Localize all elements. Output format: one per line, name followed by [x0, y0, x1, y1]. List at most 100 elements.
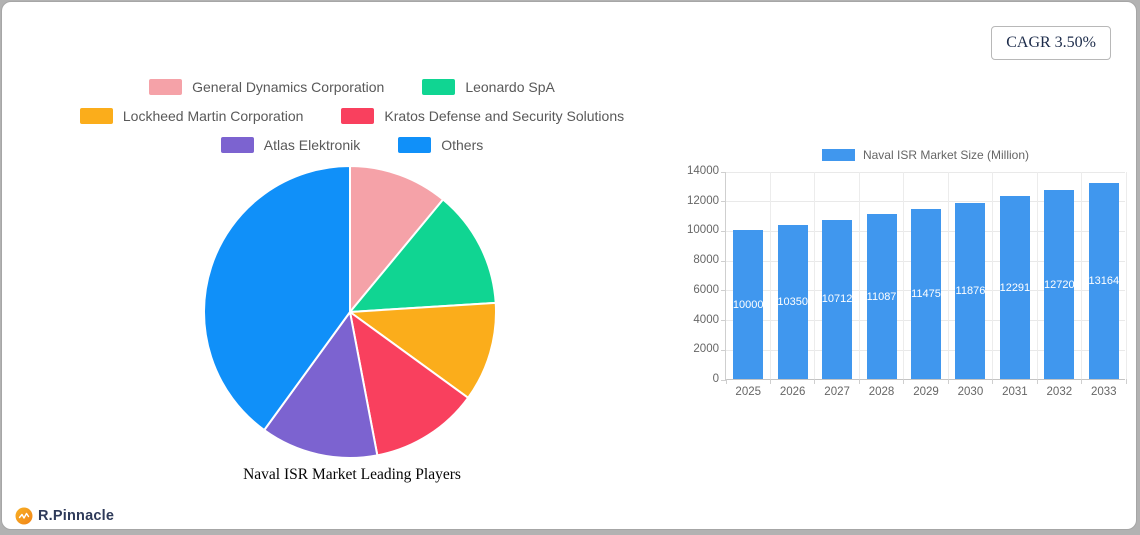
bar-value-label: 11876	[955, 284, 986, 297]
legend-swatch	[398, 136, 432, 153]
y-tick	[721, 349, 726, 351]
x-tick	[903, 379, 905, 384]
bar	[733, 230, 764, 379]
gridline	[858, 172, 860, 379]
x-axis-label: 2030	[957, 386, 984, 398]
cagr-badge: CAGR 3.50%	[991, 26, 1111, 60]
gridline	[726, 201, 1125, 203]
x-tick	[769, 379, 771, 384]
gridline	[903, 172, 905, 379]
legend-label: Leonardo SpA	[465, 78, 555, 95]
x-tick	[992, 379, 994, 384]
gridline	[814, 172, 816, 379]
bar-value-label: 10712	[821, 293, 853, 306]
legend-label: Lockheed Martin Corporation	[122, 107, 304, 124]
y-tick	[721, 260, 726, 262]
x-axis-label: 2029	[913, 386, 939, 398]
legend-item[interactable]: Leonardo SpA	[422, 78, 555, 95]
y-tick	[721, 320, 726, 322]
gridline	[769, 172, 771, 379]
legend-swatch	[79, 107, 113, 124]
pie-chart-title: Naval ISR Market Leading Players	[243, 466, 461, 483]
bar-value-label: 10350	[777, 296, 808, 309]
bar-value-label: 12720	[1044, 278, 1075, 291]
bar	[1044, 190, 1075, 379]
x-axis-label: 2027	[824, 386, 850, 398]
x-tick	[814, 379, 816, 384]
x-axis-label: 2025	[735, 386, 762, 398]
legend-label: Kratos Defense and Security Solutions	[384, 107, 625, 124]
x-tick	[947, 379, 949, 384]
x-axis-label: 2033	[1090, 386, 1117, 398]
bar-value-label: 11087	[866, 290, 897, 303]
legend-label: Others	[441, 136, 484, 153]
x-tick	[1036, 379, 1038, 384]
x-axis-label: 2031	[1002, 386, 1028, 398]
brand-logo-icon	[15, 507, 33, 525]
legend-label: General Dynamics Corporation	[192, 78, 385, 95]
legend-swatch	[149, 78, 183, 95]
y-axis-label: 12000	[687, 194, 719, 207]
x-axis-label: 2026	[779, 386, 806, 398]
y-tick	[721, 171, 726, 173]
x-tick	[1081, 379, 1083, 384]
legend-swatch	[341, 107, 375, 124]
y-axis-label: 10000	[687, 224, 719, 237]
x-axis-label: 2028	[868, 386, 895, 398]
y-axis-label: 6000	[693, 283, 719, 296]
legend-item[interactable]: Others	[398, 136, 484, 153]
y-tick	[721, 379, 726, 381]
bar-legend-label: Naval ISR Market Size (Million)	[862, 148, 1030, 162]
x-tick	[858, 379, 860, 384]
x-axis-label: 2032	[1046, 386, 1073, 398]
legend-swatch	[220, 136, 254, 153]
legend-item[interactable]: Lockheed Martin Corporation	[79, 107, 304, 124]
gridline	[1081, 172, 1083, 379]
bar	[866, 214, 897, 379]
legend-swatch	[422, 78, 456, 95]
bar	[999, 196, 1030, 379]
y-axis-label: 4000	[693, 313, 719, 326]
pie-slice	[263, 311, 379, 459]
gridline	[1036, 172, 1038, 379]
pie-slice	[349, 301, 497, 399]
brand-name: R.Pinnacle	[38, 508, 115, 524]
bar-value-label: 12291	[999, 281, 1031, 294]
brand-logo: R.Pinnacle	[15, 507, 114, 525]
y-axis-label: 2000	[693, 343, 719, 356]
gridline	[1125, 172, 1127, 379]
legend-item[interactable]: Atlas Elektronik	[220, 136, 361, 153]
bar-legend-item[interactable]: Naval ISR Market Size (Million)	[726, 148, 1125, 162]
legend-row: Atlas Elektronik Others	[2, 130, 702, 159]
y-axis-label: 0	[712, 373, 719, 385]
pie-slice	[349, 311, 470, 457]
bar	[911, 208, 941, 379]
legend-label: Atlas Elektronik	[263, 136, 361, 153]
pie-slice	[349, 198, 497, 313]
x-tick	[725, 379, 727, 384]
bar	[822, 219, 853, 379]
bar-legend-swatch	[821, 149, 855, 161]
pie-chart	[202, 165, 497, 459]
bar	[777, 225, 808, 379]
y-tick	[721, 230, 726, 232]
legend-item[interactable]: General Dynamics Corporation	[149, 78, 385, 95]
bar-value-label: 11475	[911, 287, 941, 300]
bar-value-label: 13164	[1088, 275, 1120, 288]
y-axis-label: 8000	[693, 254, 719, 267]
gridline	[726, 171, 1125, 173]
y-tick	[721, 290, 726, 292]
pie-slice	[202, 165, 351, 432]
legend-item[interactable]: Kratos Defense and Security Solutions	[341, 107, 625, 124]
gridline	[947, 172, 949, 379]
y-tick	[721, 201, 726, 203]
y-axis-label: 14000	[687, 165, 719, 177]
pie-legend: General Dynamics Corporation Leonardo SpA…	[2, 72, 702, 159]
bar-value-label: 10000	[732, 298, 764, 311]
x-tick	[1125, 379, 1127, 384]
legend-row: General Dynamics Corporation Leonardo SpA	[2, 72, 702, 101]
bar-chart: Naval ISR Market Size (Million) 0 2000 400…	[687, 148, 1127, 398]
legend-row: Lockheed Martin Corporation Kratos Defens…	[2, 101, 702, 130]
gridline	[992, 172, 994, 379]
